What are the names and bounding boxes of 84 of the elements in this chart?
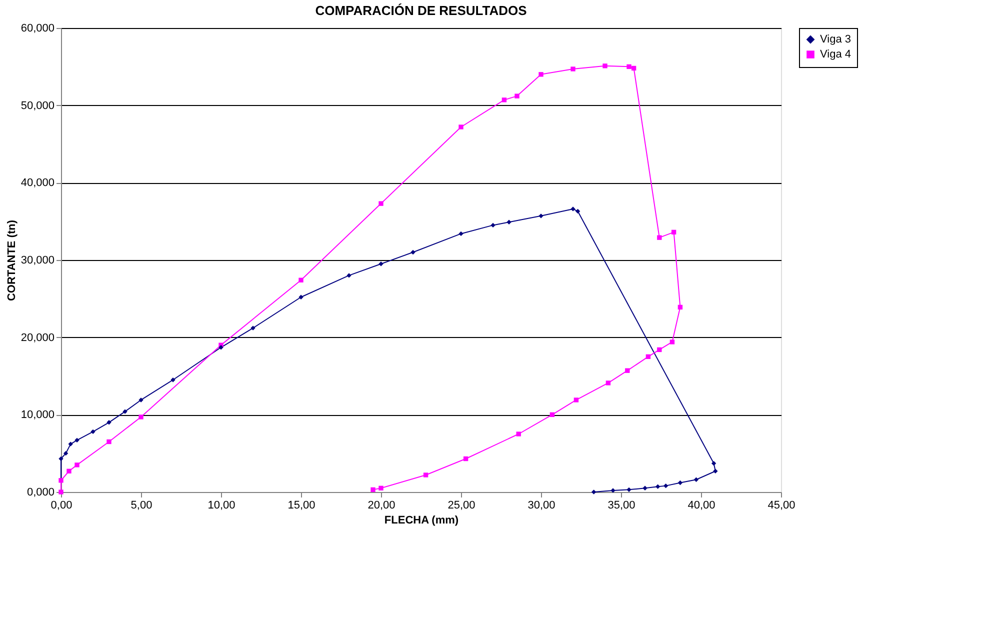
point <box>642 486 648 490</box>
y-axis-title: CORTANTE (tn) <box>6 220 18 302</box>
point <box>570 66 576 72</box>
point <box>646 354 651 360</box>
point <box>458 231 464 236</box>
point <box>58 478 64 483</box>
point <box>657 235 662 240</box>
point <box>655 484 660 489</box>
x-tick-label: 0,00 <box>50 500 72 512</box>
y-tick-label: 30,000 <box>20 254 54 266</box>
y-tick-label: 10,000 <box>20 409 54 422</box>
point <box>66 468 72 474</box>
point <box>106 439 112 444</box>
point <box>574 398 579 402</box>
point <box>370 487 376 492</box>
point <box>570 206 576 212</box>
point <box>610 488 616 493</box>
point <box>410 250 416 255</box>
point <box>346 273 352 278</box>
point <box>538 72 544 77</box>
point <box>550 412 555 418</box>
x-tick-label: 5,00 <box>130 500 152 512</box>
point <box>694 477 699 482</box>
point <box>63 450 68 456</box>
point <box>538 214 544 218</box>
point <box>90 429 96 434</box>
point <box>626 487 632 492</box>
y-tick-label: 20,000 <box>20 332 54 344</box>
point <box>711 461 716 466</box>
point <box>602 64 608 68</box>
x-tick-label: 35,00 <box>608 500 636 512</box>
point <box>678 480 683 486</box>
point <box>591 490 596 494</box>
point <box>378 262 384 266</box>
x-axis-title: FLECHA (mm) <box>384 514 459 526</box>
x-tick-label: 20,00 <box>368 500 396 512</box>
point <box>463 456 468 462</box>
point <box>657 347 662 352</box>
point <box>122 409 128 414</box>
point <box>678 304 683 310</box>
line-series <box>58 206 718 494</box>
x-tick-label: 15,00 <box>288 500 316 512</box>
point <box>502 98 507 102</box>
point <box>626 64 632 70</box>
point <box>138 398 144 402</box>
point <box>74 438 80 443</box>
point <box>490 222 496 228</box>
point <box>631 66 636 71</box>
point <box>138 414 144 420</box>
point <box>516 432 521 436</box>
legend-label: Viga 3 <box>820 34 851 46</box>
point <box>663 483 668 488</box>
y-tick-label: 60,000 <box>20 22 54 34</box>
point <box>670 340 675 344</box>
point <box>506 220 512 224</box>
point <box>68 442 73 446</box>
point <box>625 368 630 373</box>
x-tick-label: 40,00 <box>688 500 716 512</box>
point <box>575 208 580 214</box>
x-tick-label: 45,00 <box>768 500 796 512</box>
legend-label: Viga 4 <box>820 48 851 60</box>
x-tick-label: 30,00 <box>528 500 556 512</box>
point <box>106 420 112 425</box>
point <box>298 294 304 300</box>
y-tick-label: 50,000 <box>20 100 54 112</box>
point <box>378 201 384 206</box>
y-tick-label: 0,000 <box>26 486 54 498</box>
point <box>423 472 428 478</box>
point <box>671 230 676 235</box>
x-tick-label: 25,00 <box>448 500 476 512</box>
chart-title: COMPARACIÓN DE RESULTADOS <box>315 3 528 18</box>
point <box>458 124 464 130</box>
point <box>606 380 611 386</box>
point <box>250 326 256 330</box>
point <box>218 345 224 350</box>
point <box>58 456 64 462</box>
y-tick-label: 40,000 <box>20 177 54 190</box>
point <box>713 468 718 474</box>
point <box>298 278 304 282</box>
point <box>74 462 80 468</box>
x-tick-label: 10,00 <box>208 500 236 512</box>
point <box>514 94 520 98</box>
point <box>378 486 384 490</box>
point <box>170 378 176 382</box>
